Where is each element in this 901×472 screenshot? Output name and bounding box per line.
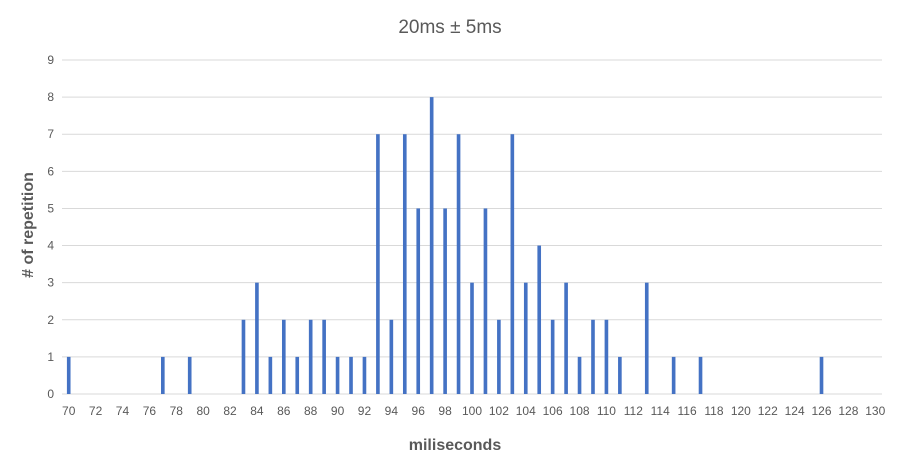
x-tick-label: 76 xyxy=(143,404,157,418)
bar xyxy=(604,319,609,394)
bar xyxy=(591,319,595,394)
bar xyxy=(483,208,488,394)
x-tick-label: 106 xyxy=(543,404,563,418)
y-tick-label: 3 xyxy=(47,276,54,290)
x-tick-label: 86 xyxy=(277,404,291,418)
x-tick-label: 130 xyxy=(865,404,885,418)
x-tick-label: 96 xyxy=(412,404,426,418)
y-tick-label: 6 xyxy=(47,164,54,178)
y-tick-label: 4 xyxy=(47,239,54,253)
bar xyxy=(402,134,407,394)
x-tick-label: 112 xyxy=(624,404,643,418)
x-tick-label: 98 xyxy=(438,404,452,418)
y-tick-label: 8 xyxy=(47,90,54,104)
bar xyxy=(456,134,461,394)
x-tick-label: 114 xyxy=(651,404,670,418)
x-tick-label: 80 xyxy=(196,404,210,418)
bar xyxy=(497,319,501,394)
x-tick-label: 102 xyxy=(489,404,509,418)
bars xyxy=(66,97,824,394)
bar xyxy=(470,282,474,394)
bar xyxy=(819,356,824,394)
x-tick-label: 116 xyxy=(678,404,697,418)
bar xyxy=(443,208,447,394)
y-tick-label: 5 xyxy=(47,201,54,215)
x-tick-label: 94 xyxy=(385,404,399,418)
bar xyxy=(510,134,515,394)
bar xyxy=(618,356,622,394)
bar xyxy=(268,356,273,394)
x-tick-label: 108 xyxy=(570,404,590,418)
y-axis-ticks: 0 1 2 3 4 5 6 7 8 9 xyxy=(47,53,54,401)
bar xyxy=(698,356,703,394)
bar xyxy=(322,319,326,394)
x-tick-label: 90 xyxy=(331,404,345,418)
bar xyxy=(577,356,582,394)
bar xyxy=(161,356,165,394)
bar xyxy=(523,282,528,394)
x-tick-label: 70 xyxy=(62,404,76,418)
x-axis-title: miliseconds xyxy=(409,437,502,454)
x-tick-label: 78 xyxy=(170,404,184,418)
bar xyxy=(429,97,434,394)
bar xyxy=(416,208,421,394)
y-tick-label: 1 xyxy=(47,350,54,364)
bar xyxy=(241,319,246,394)
bar xyxy=(537,245,542,394)
x-tick-label: 128 xyxy=(838,404,858,418)
x-tick-label: 92 xyxy=(358,404,372,418)
bar xyxy=(295,356,300,394)
x-tick-label: 72 xyxy=(89,404,103,418)
x-tick-label: 100 xyxy=(462,404,482,418)
chart-title: 20ms ± 5ms xyxy=(398,17,501,38)
bar xyxy=(308,319,313,394)
bar xyxy=(255,282,259,394)
bar xyxy=(66,356,71,394)
x-tick-label: 122 xyxy=(758,404,778,418)
bar xyxy=(281,319,286,394)
bar xyxy=(389,319,394,394)
x-tick-label: 110 xyxy=(597,404,616,418)
x-tick-label: 124 xyxy=(785,404,805,418)
x-tick-label: 118 xyxy=(704,404,723,418)
x-tick-label: 82 xyxy=(223,404,237,418)
bar xyxy=(349,356,353,394)
y-tick-label: 2 xyxy=(47,313,54,327)
x-tick-label: 74 xyxy=(116,404,130,418)
x-tick-label: 126 xyxy=(811,404,831,418)
x-tick-label: 88 xyxy=(304,404,318,418)
y-tick-label: 9 xyxy=(47,53,54,67)
bar xyxy=(362,356,367,394)
y-tick-label: 0 xyxy=(47,387,54,401)
y-axis-title: # of repetition xyxy=(20,172,37,278)
bar xyxy=(335,356,340,394)
bar xyxy=(564,282,568,394)
bar xyxy=(376,134,380,394)
bar xyxy=(644,282,649,394)
y-tick-label: 7 xyxy=(47,127,54,141)
x-axis-ticks: 70 72 74 76 78 80 82 84 86 88 90 92 94 96 98 100 102 104 1… xyxy=(62,404,886,418)
bar xyxy=(187,356,192,394)
gridlines xyxy=(62,59,882,395)
x-tick-label: 104 xyxy=(516,404,536,418)
bar xyxy=(550,319,555,394)
bar xyxy=(671,356,676,394)
x-tick-label: 120 xyxy=(731,404,751,418)
x-tick-label: 84 xyxy=(250,404,264,418)
